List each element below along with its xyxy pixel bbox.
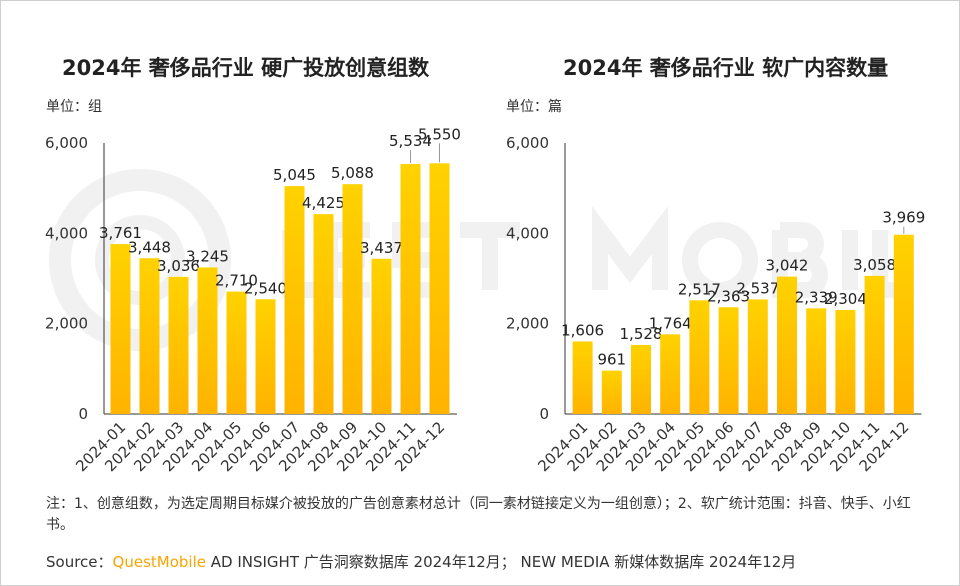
bar — [601, 370, 622, 414]
y-tick-label: 2,000 — [506, 315, 549, 333]
bar — [660, 334, 681, 414]
data-label: 5,088 — [331, 164, 374, 182]
chart-2-title: 2024年 奢侈品行业 软广内容数量 — [563, 56, 889, 80]
data-label: 3,245 — [186, 247, 229, 265]
data-label: 3,448 — [128, 238, 171, 256]
bar — [371, 258, 392, 414]
data-label: 3,437 — [360, 239, 403, 257]
data-label: 2,339 — [795, 288, 838, 306]
source-brand: QuestMobile — [112, 553, 206, 571]
bar — [313, 214, 334, 414]
source-line: Source：QuestMobile AD INSIGHT 广告洞察数据库 20… — [46, 551, 796, 572]
bar — [139, 258, 160, 414]
data-label: 2,710 — [215, 272, 258, 290]
y-tick-label: 2,000 — [45, 315, 88, 333]
bar — [168, 276, 189, 414]
bar — [835, 309, 856, 414]
data-label: 4,425 — [302, 194, 345, 212]
source-prefix: Source： — [46, 553, 113, 571]
y-tick-label: 0 — [539, 405, 549, 423]
bar — [255, 299, 276, 414]
bar — [689, 300, 710, 414]
chart-soft-ads-content: 02,0004,0006,0001,6062024-019612024-021,… — [506, 134, 925, 475]
data-label: 1,764 — [649, 314, 692, 332]
data-label: 1,528 — [620, 325, 663, 343]
bar — [893, 234, 914, 414]
data-label: 2,517 — [678, 280, 721, 298]
chart-2-unit: 单位：篇 — [506, 99, 562, 115]
data-label: 5,550 — [418, 125, 461, 143]
y-tick-label: 6,000 — [506, 134, 549, 152]
bar — [400, 164, 421, 414]
chart-hard-ads-creatives: 02,0004,0006,0003,7612024-013,4482024-02… — [45, 125, 461, 475]
bar — [747, 299, 768, 414]
data-label: 3,036 — [157, 257, 200, 275]
data-label: 3,058 — [853, 256, 896, 274]
data-label: 5,045 — [273, 166, 316, 184]
bar — [342, 184, 363, 414]
data-label: 2,363 — [707, 287, 750, 305]
data-label: 3,969 — [882, 209, 925, 227]
source-text: AD INSIGHT 广告洞察数据库 2024年12月； NEW MEDIA 新… — [205, 553, 797, 571]
footnote: 注：1、创意组数，为选定周期目标媒介被投放的广告创意素材总计（同一素材链接定义为… — [46, 496, 911, 533]
data-label: 961 — [597, 351, 626, 369]
data-label: 3,761 — [99, 224, 142, 242]
y-tick-label: 4,000 — [45, 224, 88, 242]
data-label: 2,540 — [244, 279, 287, 297]
bar — [110, 244, 131, 414]
data-label: 1,606 — [561, 321, 604, 339]
bar — [226, 291, 247, 414]
chart-1-title: 2024年 奢侈品行业 硬广投放创意组数 — [62, 56, 430, 80]
bar — [864, 275, 885, 414]
bar — [777, 276, 797, 414]
y-tick-label: 4,000 — [506, 224, 549, 242]
y-tick-label: 6,000 — [45, 134, 88, 152]
bar — [718, 307, 739, 414]
bar — [197, 267, 218, 414]
data-label: 5,534 — [389, 132, 432, 150]
data-label: 3,042 — [766, 257, 809, 275]
data-label: 2,304 — [824, 290, 867, 308]
chart-1-unit: 单位：组 — [46, 99, 102, 115]
data-label: 2,537 — [736, 279, 779, 297]
bar — [429, 163, 450, 414]
bar — [631, 344, 651, 414]
y-tick-label: 0 — [78, 405, 88, 423]
bar — [572, 341, 593, 414]
bar — [806, 308, 827, 414]
bar — [284, 186, 305, 414]
